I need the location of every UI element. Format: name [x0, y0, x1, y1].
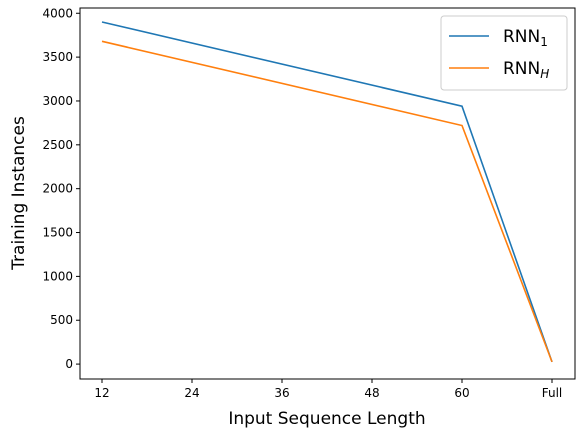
legend-label-subscript: H — [540, 67, 549, 81]
y-tick-label: 1500 — [42, 226, 73, 240]
x-axis: 12 24 36 48 60 Full — [94, 379, 562, 400]
x-tick-label: Full — [542, 386, 563, 400]
legend-label: RNN1 — [503, 27, 548, 49]
y-tick-label: 4000 — [42, 6, 73, 20]
y-tick-label: 2500 — [42, 138, 73, 152]
y-tick-label: 0 — [65, 357, 73, 371]
y-axis-label: Training Instances — [9, 116, 29, 271]
x-tick-label: 12 — [94, 386, 109, 400]
y-tick-label: 3000 — [42, 94, 73, 108]
series-line-1 — [101, 21, 553, 363]
y-tick-label: 3500 — [42, 50, 73, 64]
y-tick-label: 1000 — [42, 269, 73, 283]
y-axis: 0 500 1000 1500 2000 2500 3000 3500 4000 — [42, 6, 80, 371]
x-tick-label: 48 — [364, 386, 379, 400]
x-tick-label: 24 — [184, 386, 199, 400]
x-tick-label: 60 — [454, 386, 469, 400]
x-axis-label: Input Sequence Length — [228, 409, 425, 429]
legend-label-subscript: 1 — [540, 35, 548, 49]
legend-label-main: RNN — [503, 59, 540, 79]
series-layer — [101, 21, 553, 363]
legend-box — [440, 15, 568, 91]
x-tick-label: 36 — [274, 386, 289, 400]
legend-label-main: RNN — [503, 27, 540, 47]
series-line-2 — [101, 40, 553, 363]
legend-label: RNNH — [503, 59, 549, 81]
y-tick-label: 500 — [50, 313, 73, 327]
y-tick-label: 2000 — [42, 182, 73, 196]
